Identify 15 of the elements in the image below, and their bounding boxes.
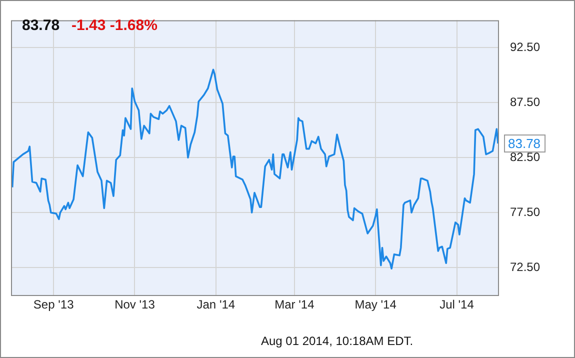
chart-title: 83.78 bbox=[22, 16, 60, 34]
x-tick-label: Mar '14 bbox=[274, 298, 315, 312]
chart-subtitle: -1.43 -1.68% bbox=[72, 16, 158, 34]
x-tick-label: May '14 bbox=[354, 298, 397, 312]
x-tick-label: Nov '13 bbox=[114, 298, 156, 312]
x-tick-label: Sep '13 bbox=[33, 298, 74, 312]
y-tick-label: 72.50 bbox=[510, 260, 540, 274]
x-tick-label: Jan '14 bbox=[196, 298, 236, 312]
x-tick-label: Jul '14 bbox=[440, 298, 474, 312]
y-tick-label: 82.50 bbox=[510, 150, 540, 164]
annotation: 83.78 bbox=[508, 136, 541, 152]
y-tick-label: 92.50 bbox=[510, 40, 540, 54]
text: Aug 01 2014, 10:18AM EDT. bbox=[261, 334, 414, 348]
y-tick-label: 87.50 bbox=[510, 94, 540, 109]
y-tick-label: 77.50 bbox=[510, 204, 540, 219]
